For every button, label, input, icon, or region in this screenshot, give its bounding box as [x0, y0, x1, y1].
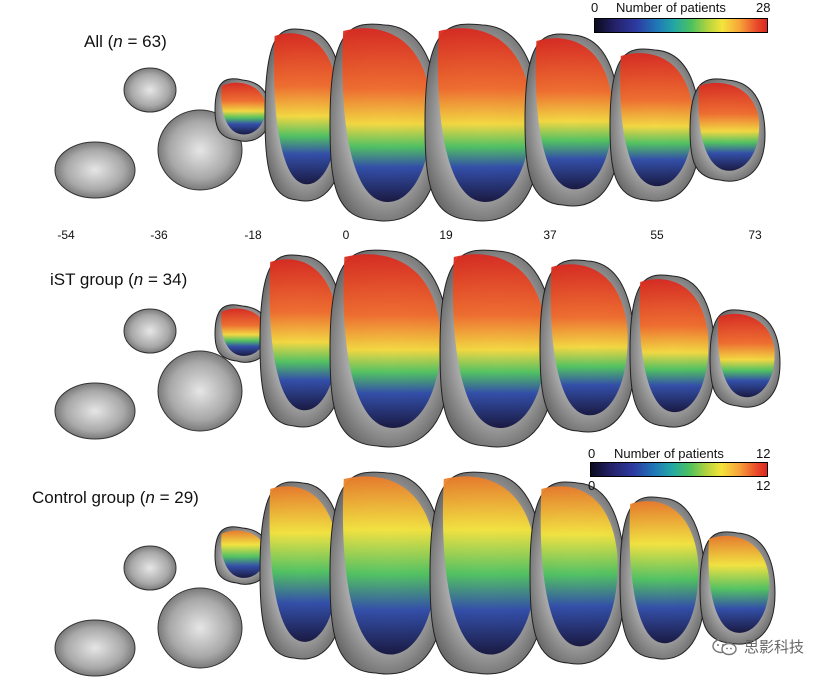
coord-label: -54 [57, 228, 75, 242]
brain-slice [424, 23, 541, 222]
colorbar-min: 0 [588, 446, 596, 461]
colorbar-gradient [590, 462, 768, 477]
brain-slice [264, 28, 346, 202]
brain-slice [709, 309, 781, 408]
brain-slice [524, 33, 621, 207]
brain-slice [214, 526, 271, 585]
coord-label: 0 [342, 228, 350, 242]
coord-label: -36 [150, 228, 168, 242]
colorbar-control: Number of patients 0 12 0 12 [588, 446, 771, 493]
brain-slice [439, 249, 556, 448]
colorbar-min: 0 [591, 0, 599, 15]
watermark: 思影科技 [712, 636, 804, 657]
coord-label: 55 [650, 228, 664, 242]
watermark-text: 思影科技 [743, 639, 804, 656]
colorbar-max-below: 12 [756, 478, 771, 493]
brain-slice [429, 471, 546, 675]
cerebellum-slices [54, 308, 243, 440]
coord-label: -18 [244, 228, 262, 242]
brain-slice [689, 78, 766, 182]
slice-coordinates: -54 -36 -18 0 19 37 55 73 [0, 228, 822, 246]
brain-slice [329, 249, 451, 448]
group-label-ist: iST group (n = 34) [50, 270, 188, 289]
cerebellum-slices [54, 67, 243, 199]
colorbar-gradient [594, 18, 768, 33]
brain-slice [214, 78, 271, 142]
brain-slices-all [54, 23, 766, 222]
panel-control: Control group (n = 29) Number of patient… [0, 446, 822, 683]
coord-label: 19 [439, 228, 453, 242]
brain-slice [629, 274, 716, 428]
colorbar-max: 28 [756, 0, 771, 15]
brain-slice [539, 259, 636, 433]
wechat-icon [712, 638, 737, 655]
group-label-all: All (n = 63) [84, 32, 167, 51]
colorbar-all: Number of patients 0 28 [591, 0, 770, 38]
brain-slices-ist [54, 249, 781, 448]
brain-slice [259, 481, 346, 660]
panel-all: All (n = 63) Number of patients 0 28 [0, 0, 822, 228]
panel-ist: iST group (n = 34) [0, 246, 822, 451]
brain-slice [259, 254, 346, 428]
brain-slices-control [54, 471, 776, 677]
group-label-control: Control group (n = 29) [32, 488, 199, 507]
brain-slice [619, 496, 706, 660]
brain-slice [609, 48, 701, 202]
colorbar-max: 12 [756, 446, 771, 461]
colorbar-min-below: 0 [588, 478, 596, 493]
brain-slice [329, 23, 441, 222]
colorbar-title: Number of patients [614, 446, 724, 461]
brain-slice [699, 531, 776, 645]
brain-slice [529, 481, 626, 665]
coord-label: 37 [543, 228, 557, 242]
coord-label: 73 [748, 228, 762, 242]
brain-slice [329, 471, 446, 675]
colorbar-title: Number of patients [616, 0, 726, 15]
cerebellum-slices [54, 545, 243, 677]
